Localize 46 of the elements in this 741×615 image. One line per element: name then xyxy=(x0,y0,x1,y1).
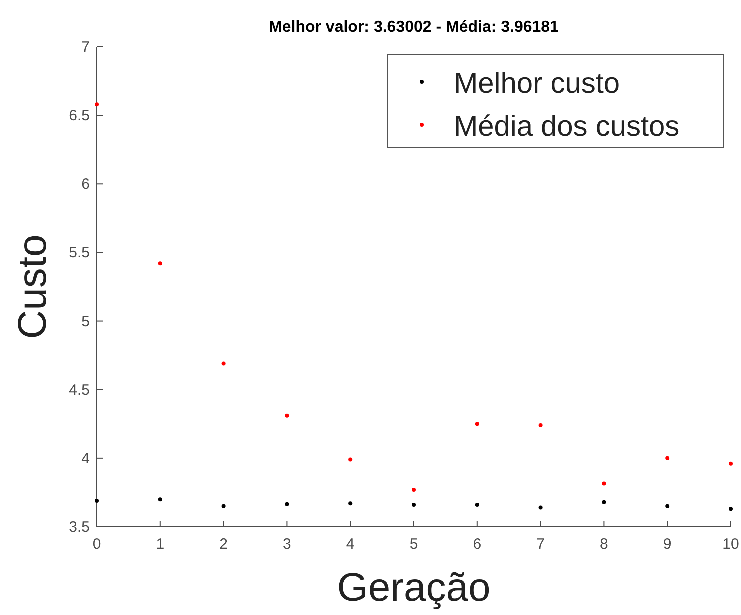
y-tick-label: 6.5 xyxy=(69,108,90,125)
x-tick-label: 7 xyxy=(536,536,545,553)
y-tick-label: 5.5 xyxy=(69,244,90,262)
point xyxy=(602,500,606,504)
point xyxy=(475,422,480,426)
legend-label: Média dos custos xyxy=(454,111,680,143)
point xyxy=(95,102,99,107)
point xyxy=(729,507,733,512)
y-tick-label: 5 xyxy=(82,313,90,330)
y-axis-title: Custo xyxy=(11,234,55,340)
x-tick-label: 6 xyxy=(473,536,482,553)
y-tick-label: 7 xyxy=(82,39,90,56)
point xyxy=(222,504,226,508)
point xyxy=(285,502,290,506)
point xyxy=(348,458,353,462)
point xyxy=(222,362,226,366)
legend-label: Melhor custo xyxy=(454,68,620,100)
point xyxy=(475,503,480,508)
point xyxy=(666,504,670,508)
point xyxy=(285,414,290,418)
y-tick-label: 4.5 xyxy=(69,382,90,399)
x-tick-label: 0 xyxy=(92,536,102,553)
point xyxy=(158,498,162,502)
x-tick-label: 5 xyxy=(410,536,418,553)
point xyxy=(729,462,733,466)
point xyxy=(412,503,416,508)
point xyxy=(602,482,606,486)
x-tick-label: 4 xyxy=(346,536,355,553)
x-tick-label: 3 xyxy=(283,536,292,553)
y-tick-label: 4 xyxy=(82,450,90,468)
chart-title: Melhor valor: 3.63002 - Média: 3.96181 xyxy=(269,19,560,36)
point xyxy=(538,424,543,428)
point xyxy=(538,506,543,510)
point xyxy=(666,456,670,460)
x-tick-label: 9 xyxy=(663,536,672,553)
point xyxy=(348,502,353,506)
y-tick-label: 3.5 xyxy=(69,519,90,536)
x-tick-label: 10 xyxy=(722,536,740,553)
point xyxy=(412,488,416,492)
x-tick-label: 2 xyxy=(220,536,228,553)
point xyxy=(158,262,162,266)
x-tick-label: 8 xyxy=(600,536,608,553)
x-tick-label: 1 xyxy=(156,536,165,553)
y-tick-label: 6 xyxy=(82,176,90,194)
point xyxy=(95,498,99,503)
x-axis-title: Geração xyxy=(337,566,491,610)
